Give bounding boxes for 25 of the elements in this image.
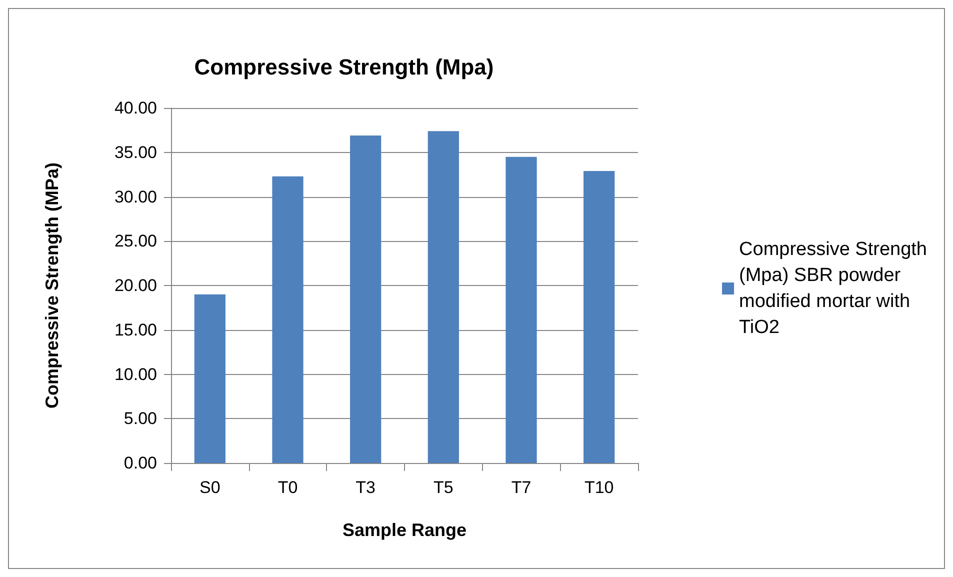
y-tick-label: 40.00: [114, 98, 157, 118]
x-tick-label: T7: [511, 478, 532, 497]
bar: [428, 131, 459, 463]
y-tick-label: 10.00: [114, 364, 157, 384]
bar: [272, 176, 304, 463]
x-tick-label: T3: [356, 478, 376, 497]
y-tick-label: 30.00: [114, 187, 157, 206]
chart-title: Compressive Strength (Mpa): [194, 54, 494, 80]
bar: [506, 156, 537, 463]
x-tick-label: T0: [278, 478, 298, 497]
bar: [194, 294, 226, 463]
y-tick-label: 35.00: [114, 142, 157, 162]
legend-label: Compressive Strength (Mpa) SBR powder modified mortar with TiO2: [739, 239, 927, 338]
x-tick-label: T10: [584, 478, 614, 497]
x-tick-label: T5: [433, 478, 454, 497]
bar: [584, 171, 615, 463]
y-tick-label: 0.00: [124, 454, 157, 472]
x-tick-label: S0: [200, 478, 220, 497]
x-axis-title: Sample Range: [342, 520, 467, 540]
bar: [350, 136, 382, 463]
y-axis-title: Compressive Strength (MPa): [42, 162, 62, 409]
y-tick-label: 20.00: [114, 276, 157, 295]
y-tick-label: 5.00: [124, 409, 157, 428]
y-tick-label: 15.00: [114, 320, 157, 340]
y-tick-label: 25.00: [114, 232, 157, 251]
